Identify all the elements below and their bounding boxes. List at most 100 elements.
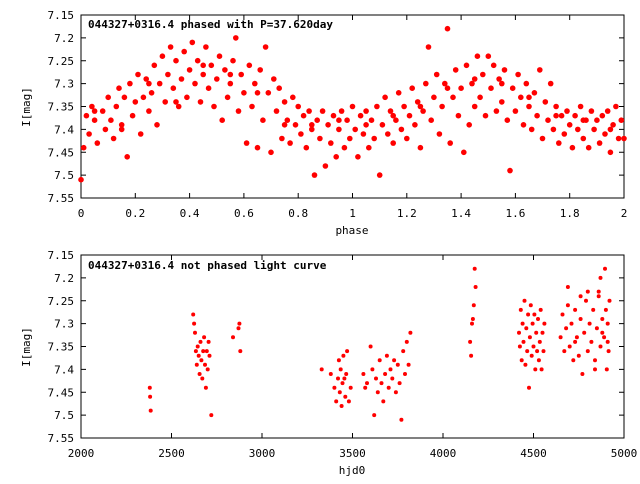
data-point [156,80,163,87]
data-point [444,25,451,32]
data-point [80,144,87,151]
y-tick-label: 7.5 [54,409,74,422]
data-point [596,140,603,146]
data-point [192,80,198,87]
data-point [252,80,258,87]
data-point [488,85,494,91]
data-point [279,135,285,142]
data-point [198,339,203,344]
data-point [523,362,528,367]
data-point [517,330,521,335]
data-point [401,103,407,110]
data-point [341,353,346,358]
data-point [390,112,397,119]
data-point [565,285,570,289]
data-point [374,103,380,110]
y-tick-label: 7.2 [54,32,74,45]
data-point [334,399,339,404]
data-point [603,307,608,312]
data-point [336,126,342,133]
data-point [363,122,369,128]
data-point [542,99,549,105]
data-point [417,144,424,151]
data-point [298,131,304,137]
data-point [181,48,187,55]
x-tick-label: 5000 [611,447,638,460]
data-point [86,131,92,137]
data-point [490,62,497,69]
data-point [303,144,310,151]
data-point [363,108,369,114]
y-tick-label: 7.2 [54,272,74,285]
data-point [593,367,597,372]
x-tick-label: 3500 [339,447,366,460]
phased-data-points [78,25,627,183]
data-point [78,176,84,183]
data-point [496,76,502,82]
y-tick-label: 7.25 [48,55,75,68]
data-point [587,321,592,326]
data-point [237,321,242,326]
data-point [585,289,590,294]
data-point [610,122,616,128]
data-point [262,44,269,50]
data-point [589,339,594,344]
data-point [295,103,302,110]
data-point [504,117,511,123]
data-point [466,122,473,128]
data-point [573,339,578,344]
data-point [341,144,348,151]
data-point [499,80,505,87]
data-point [355,154,361,160]
data-point [214,76,220,82]
data-point [469,80,475,87]
data-point [522,298,527,303]
data-point [148,90,155,96]
data-point [336,358,341,363]
data-point [319,367,324,372]
data-point [387,108,394,114]
data-point [540,330,545,335]
data-point [577,103,584,110]
data-point [189,39,196,46]
data-point [165,71,171,78]
data-point [385,131,391,137]
data-point [227,80,234,87]
data-point [442,80,448,87]
data-point [474,53,481,59]
data-point [205,367,210,372]
data-point [541,349,546,354]
data-point [473,285,478,289]
data-point [127,80,133,87]
unphased-plot-panel: 7.15 7.2 7.25 7.3 7.35 7.4 7.45 7.5 7.55 2000 250… [20,249,637,477]
data-point [227,71,234,78]
data-point [99,108,106,114]
data-point [265,90,272,96]
data-point [349,103,356,110]
data-point [343,394,348,399]
data-point [472,266,477,271]
data-point [129,112,136,119]
phased-x-ticks: 0 0.2 0.4 0.6 0.8 1 1.2 1.4 1.6 1.8 2 [78,15,627,220]
data-point [539,367,544,372]
data-point [336,117,342,123]
data-point [238,71,244,78]
data-point [89,103,95,110]
x-tick-label: 1.2 [397,207,417,220]
data-point [344,117,350,123]
data-point [197,99,204,105]
data-point [287,140,293,146]
data-point [591,126,597,133]
y-tick-label: 7.15 [48,9,75,22]
data-point [197,372,202,376]
data-point [575,126,581,133]
data-point [534,112,540,119]
data-point [531,344,536,349]
data-point [328,140,334,146]
y-tick-label: 7.35 [48,101,75,114]
data-point [562,349,567,354]
data-point [336,376,340,381]
data-point [330,112,337,119]
data-point [526,103,532,110]
data-point [512,108,519,114]
